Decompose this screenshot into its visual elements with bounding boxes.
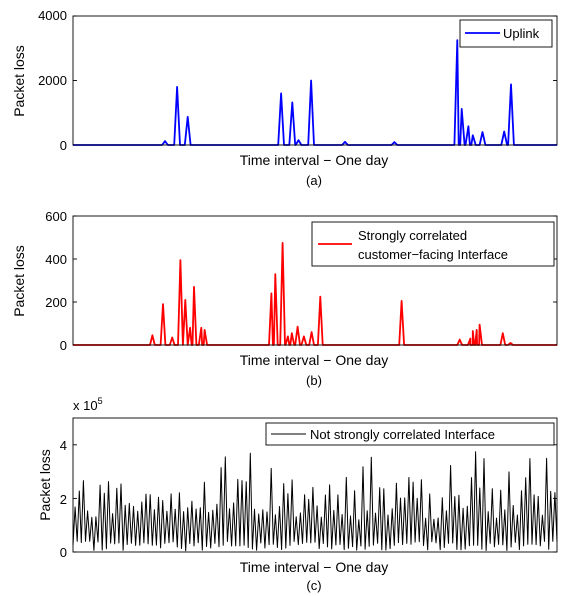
x-axis-label-c: Time interval − One day (240, 559, 389, 575)
y-tick-label: 4 (60, 438, 67, 453)
y-tick-label: 200 (45, 295, 67, 310)
y-tick-label: 600 (45, 209, 67, 224)
series-line-not-strongly-correlated (72, 451, 558, 552)
plot-frame-a (72, 15, 558, 146)
y-tick-label: 0 (60, 545, 67, 560)
legend-label-line-1: Strongly correlated (358, 228, 467, 243)
y-tick-label: 4000 (38, 8, 67, 23)
legend-label-line-2: customer−facing Interface (358, 247, 508, 262)
y-axis-label-a: Packet loss (11, 45, 27, 117)
legend-c: Not strongly correlated Interface (265, 422, 555, 446)
plot-frame-b (72, 215, 558, 346)
legend-b: Strongly correlated customer−facing Inte… (311, 221, 555, 267)
caption-a: (a) (306, 173, 322, 188)
y-tick-labels-a: 0 2000 4000 (38, 8, 67, 153)
legend-label-uplink: Uplink (503, 26, 540, 41)
panel-a: 0 2000 4000 Packet loss Time interval − … (11, 8, 558, 188)
y-axis-label-c: Packet loss (37, 449, 53, 521)
y-exponent-power: 5 (98, 396, 103, 406)
plot-frame-c (72, 417, 558, 553)
x-axis-label-b: Time interval − One day (240, 352, 389, 368)
legend-box (311, 221, 555, 267)
caption-b: (b) (306, 373, 322, 388)
y-tick-label: 0 (60, 138, 67, 153)
y-tick-label: 0 (60, 338, 67, 353)
legend-box (265, 422, 555, 446)
y-exponent-label: x 105 (73, 396, 103, 413)
y-tick-label: 2 (60, 492, 67, 507)
caption-c: (c) (306, 578, 321, 593)
legend-a: Uplink (459, 19, 553, 48)
y-tick-label: 400 (45, 252, 67, 267)
y-tick-labels-b: 0 200 400 600 (45, 209, 67, 353)
x-axis-label-a: Time interval − One day (240, 152, 389, 168)
y-exponent-base: x 10 (73, 398, 98, 413)
series-line-uplink (73, 39, 557, 146)
legend-label-not-strongly-correlated: Not strongly correlated Interface (310, 427, 495, 442)
y-tick-labels-c: 0 2 4 (60, 438, 67, 560)
y-axis-label-b: Packet loss (11, 245, 27, 317)
panel-c: 0 2 4 x 105 Packet loss Time interval − … (37, 396, 558, 593)
y-tick-label: 2000 (38, 73, 67, 88)
panel-b: 0 200 400 600 Packet loss Time interval … (11, 209, 558, 388)
